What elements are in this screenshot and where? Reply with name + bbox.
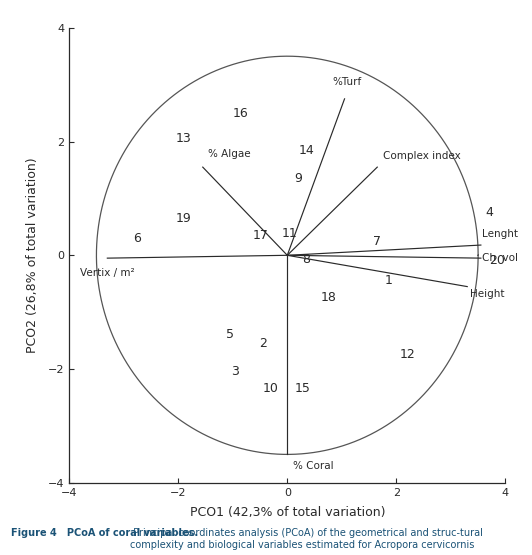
Text: 5: 5 — [226, 329, 234, 341]
Text: 9: 9 — [294, 172, 302, 185]
Text: Lenght: Lenght — [483, 229, 519, 239]
X-axis label: PCO1 (42,3% of total variation): PCO1 (42,3% of total variation) — [189, 506, 385, 519]
Text: 14: 14 — [298, 144, 314, 157]
Text: 15: 15 — [295, 382, 311, 396]
Text: % Coral: % Coral — [293, 461, 334, 471]
Text: 3: 3 — [231, 365, 239, 379]
Text: Height: Height — [470, 289, 504, 300]
Text: 20: 20 — [489, 255, 505, 268]
Text: 17: 17 — [253, 229, 269, 242]
Text: 6: 6 — [134, 232, 142, 245]
Text: 16: 16 — [233, 107, 249, 119]
Text: 12: 12 — [400, 349, 415, 361]
Text: 8: 8 — [302, 253, 310, 266]
Text: %Turf: %Turf — [332, 78, 362, 88]
Text: % Algae: % Algae — [208, 149, 251, 159]
Text: Complex index: Complex index — [383, 152, 461, 162]
Text: 13: 13 — [176, 132, 192, 145]
Y-axis label: PCO2 (26,8% of total variation): PCO2 (26,8% of total variation) — [27, 158, 39, 353]
Text: 4: 4 — [485, 206, 493, 219]
Text: 1: 1 — [384, 274, 392, 287]
Text: 11: 11 — [282, 227, 298, 240]
Text: 19: 19 — [176, 212, 192, 225]
Text: Principal coordinates analysis (PCoA) of the geometrical and struc-tural complex: Principal coordinates analysis (PCoA) of… — [130, 528, 483, 549]
Text: 2: 2 — [259, 337, 267, 350]
Text: Figure 4   PCoA of coral variables.: Figure 4 PCoA of coral variables. — [11, 528, 198, 538]
Text: 7: 7 — [373, 235, 381, 248]
Text: Ch  vol: Ch vol — [483, 253, 519, 263]
Text: Vertix / m²: Vertix / m² — [80, 268, 135, 278]
Text: 10: 10 — [263, 382, 279, 396]
Text: 18: 18 — [320, 291, 336, 305]
